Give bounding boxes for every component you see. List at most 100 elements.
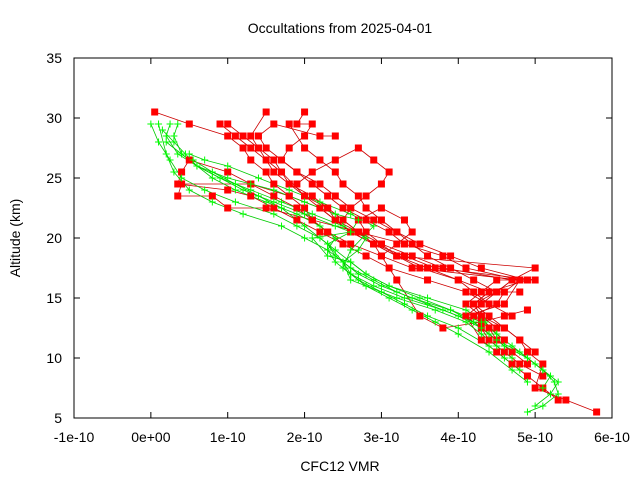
series-1-point: [231, 132, 239, 140]
series-1-point: [431, 264, 439, 272]
series-2-point: [239, 186, 247, 194]
series-2-point: [162, 150, 170, 158]
series-1-point: [331, 168, 339, 176]
series-2-point: [385, 294, 393, 302]
series-2-point: [485, 330, 493, 338]
series-2-point: [193, 162, 201, 170]
series-1-point: [539, 372, 547, 380]
series-2-point: [162, 132, 170, 140]
series-1-point: [516, 288, 524, 296]
series-2-point: [166, 156, 174, 164]
series-1-point: [516, 336, 524, 344]
series-2-point: [377, 288, 385, 296]
series-2-point: [331, 234, 339, 242]
series-1-point: [247, 144, 255, 152]
series-2-point: [477, 330, 485, 338]
series-1-point: [562, 396, 570, 404]
series-2-point: [347, 246, 355, 254]
y-tick-label: 10: [46, 350, 62, 366]
series-2-point: [316, 234, 324, 242]
series-1-point: [270, 180, 278, 188]
series-2-point: [224, 162, 232, 170]
series-1-profile-line: [177, 183, 536, 329]
y-tick-label: 35: [46, 50, 62, 66]
series-1-point: [362, 228, 370, 236]
series-2-point: [477, 324, 485, 332]
series-2-point: [393, 288, 401, 296]
series-1-point: [316, 156, 324, 164]
series-1-point: [354, 228, 362, 236]
series-1-point: [470, 288, 478, 296]
series-1-point: [239, 132, 247, 140]
x-tick-label: 4e-10: [440, 429, 476, 445]
series-1-point: [347, 240, 355, 248]
series-2-point: [347, 228, 355, 236]
x-tick-label: 1e-10: [210, 429, 246, 445]
series-2-point: [485, 342, 493, 350]
series-1-point: [424, 276, 432, 284]
series-1-point: [301, 108, 309, 116]
series-1-point: [293, 168, 301, 176]
series-2-point: [462, 318, 470, 326]
series-2-point: [231, 180, 239, 188]
series-2-point: [539, 402, 547, 410]
series-1-point: [293, 180, 301, 188]
series-1-point: [224, 132, 232, 140]
series-1-point: [447, 264, 455, 272]
x-tick-label: 5e-10: [517, 429, 553, 445]
series-1-point: [151, 108, 159, 116]
series-1-point: [262, 204, 270, 212]
series-1-point: [408, 252, 416, 260]
series-1-point: [462, 288, 470, 296]
series-1-point: [362, 216, 370, 224]
y-tick-label: 5: [54, 410, 62, 426]
series-2-point: [301, 234, 309, 242]
series-1-point: [316, 132, 324, 140]
series-1-point: [377, 216, 385, 224]
series-2-point: [539, 384, 547, 392]
series-2-point: [408, 294, 416, 302]
series-2-point: [354, 270, 362, 278]
series-1-point: [531, 264, 539, 272]
series-2-point: [331, 252, 339, 260]
series-1-point: [508, 276, 516, 284]
series-2-point: [508, 354, 516, 362]
series-1-point: [339, 180, 347, 188]
series-2-point: [231, 198, 239, 206]
series-1-point: [216, 120, 224, 128]
series-1-point: [393, 276, 401, 284]
series-1-point: [485, 324, 493, 332]
series-2-point: [316, 198, 324, 206]
series-2-point: [347, 210, 355, 218]
series-2-point: [416, 294, 424, 302]
series-2-point: [439, 306, 447, 314]
series-1-point: [493, 288, 501, 296]
series-2-point: [308, 210, 316, 218]
series-1-point: [485, 312, 493, 320]
series-1-point: [301, 144, 309, 152]
series-1-point: [362, 252, 370, 260]
series-2-point: [554, 390, 562, 398]
series-1-point: [324, 228, 332, 236]
series-2-point: [201, 186, 209, 194]
series-2-point: [354, 246, 362, 254]
series-1-point: [339, 240, 347, 248]
series-2-point: [554, 378, 562, 386]
series-1-point: [485, 300, 493, 308]
series-2-point: [385, 282, 393, 290]
series-1-point: [377, 240, 385, 248]
series-2-point: [462, 306, 470, 314]
y-tick-label: 25: [46, 170, 62, 186]
series-1-point: [408, 240, 416, 248]
series-1-profile-line: [177, 159, 513, 317]
series-2-point: [189, 156, 197, 164]
series-1-point: [523, 306, 531, 314]
series-1-point: [516, 276, 524, 284]
y-tick-label: 20: [46, 230, 62, 246]
series-2-point: [174, 120, 182, 128]
series-2-point: [231, 186, 239, 194]
series-2-point: [377, 282, 385, 290]
y-tick-label: 15: [46, 290, 62, 306]
series-2-point: [370, 282, 378, 290]
series-2-point: [316, 222, 324, 230]
